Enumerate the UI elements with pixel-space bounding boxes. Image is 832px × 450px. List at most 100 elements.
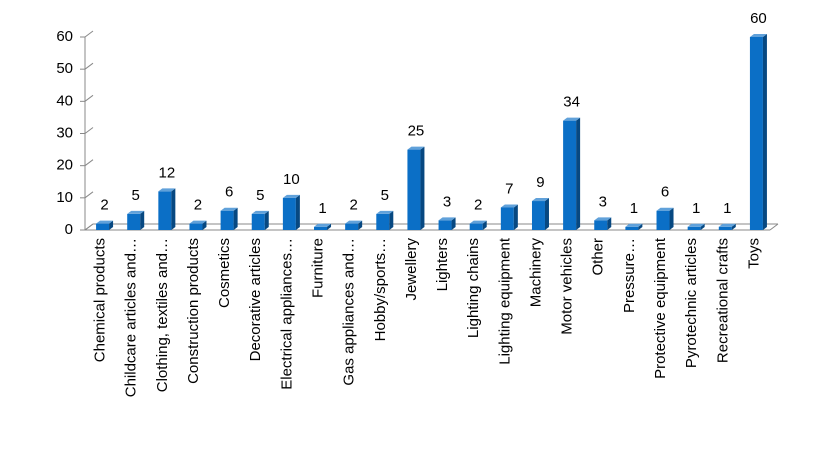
data-label: 12 <box>158 164 175 181</box>
data-label: 25 <box>408 123 425 140</box>
bar-side <box>233 207 238 230</box>
bar-top <box>718 223 736 227</box>
bar-front <box>563 120 577 230</box>
bar-side <box>544 198 549 230</box>
bar-side <box>731 223 736 230</box>
bar-side <box>264 210 269 230</box>
y-tick-label: 30 <box>56 124 73 141</box>
bar <box>407 146 425 230</box>
bar-top <box>127 210 145 214</box>
data-label: 2 <box>474 197 482 214</box>
bar-side <box>140 210 145 230</box>
bar-top <box>251 210 269 214</box>
x-tick-label: Protective equipment <box>652 237 669 379</box>
bar-front <box>625 226 639 230</box>
bar <box>749 34 767 230</box>
bar-side <box>607 217 612 230</box>
y-wall-tick <box>84 223 94 231</box>
bar-top <box>594 217 612 221</box>
bar-side <box>295 194 300 230</box>
bar-top <box>500 204 518 208</box>
x-tick-label: Chemical products <box>92 238 109 362</box>
bar-side <box>109 220 114 230</box>
x-tick-label: Gas appliances and… <box>341 238 358 386</box>
data-label: 5 <box>132 187 140 204</box>
bar <box>376 210 394 230</box>
x-tick-label: Lighters <box>434 238 451 291</box>
data-label: 5 <box>256 187 264 204</box>
x-tick-label: Pyrotechnic articles <box>683 238 700 368</box>
bar-side <box>171 188 176 230</box>
data-label: 34 <box>563 94 580 111</box>
y-wall-tick <box>84 94 94 102</box>
data-label: 10 <box>283 171 300 188</box>
data-label: 9 <box>536 174 544 191</box>
x-tick-label: Construction products <box>185 238 202 384</box>
bar-front <box>376 213 390 230</box>
bar-side <box>700 223 705 230</box>
bar-front <box>345 223 359 230</box>
bar-top <box>438 217 456 221</box>
bar-front <box>220 210 234 230</box>
bar-top <box>376 210 394 214</box>
y-tick-label: 50 <box>56 60 73 77</box>
y-wall-tick <box>84 191 94 199</box>
bar <box>718 223 736 230</box>
x-tick-label: Hobby/sports… <box>372 238 389 341</box>
y-tick-label: 20 <box>56 157 73 174</box>
bar-front <box>469 223 483 230</box>
bar <box>127 210 145 230</box>
bar <box>625 223 643 230</box>
data-label: 2 <box>100 197 108 214</box>
bar <box>563 117 581 230</box>
bar-top <box>687 223 705 227</box>
bar-front <box>749 37 763 230</box>
floor-edge <box>769 223 779 231</box>
data-label: 3 <box>599 193 607 210</box>
x-tick-label: Other <box>590 238 607 276</box>
bar-top <box>345 220 363 224</box>
bar-front <box>656 210 670 230</box>
bar-front <box>189 223 203 230</box>
bar-side <box>762 34 767 230</box>
bar <box>96 220 114 230</box>
bar-front <box>96 223 110 230</box>
bar-top <box>563 117 581 121</box>
data-label: 2 <box>349 197 357 214</box>
x-tick-label: Recreational crafts <box>714 238 731 363</box>
data-label: 1 <box>318 200 326 217</box>
bar <box>314 223 332 230</box>
bar-top <box>189 220 207 224</box>
bar <box>594 217 612 230</box>
bar-top <box>96 220 114 224</box>
x-tick-label: Jewellery <box>403 238 420 301</box>
x-tick-label: Decorative articles <box>247 238 264 361</box>
bar <box>189 220 207 230</box>
bar-side <box>513 204 518 230</box>
y-wall-tick <box>84 127 94 134</box>
bar <box>282 194 300 230</box>
y-tick-label: 40 <box>56 92 73 109</box>
data-label: 60 <box>750 10 767 27</box>
y-tick-label: 0 <box>65 221 73 238</box>
x-tick-label: Clothing, textiles and… <box>154 238 171 392</box>
bar-top <box>158 188 176 192</box>
bar-front <box>500 207 514 230</box>
bar-top <box>656 207 674 211</box>
bar-top <box>531 198 549 202</box>
y-wall-tick <box>84 30 94 38</box>
bar-side <box>389 210 394 230</box>
bar <box>656 207 674 230</box>
data-label: 1 <box>692 200 700 217</box>
bar-front <box>282 197 296 230</box>
bar-front <box>251 213 265 230</box>
bar-top <box>314 223 332 227</box>
x-tick-label: Childcare articles and… <box>123 238 140 397</box>
data-label: 6 <box>225 184 233 201</box>
x-tick-label: Electrical appliances… <box>278 238 295 390</box>
bar <box>500 204 518 230</box>
bar-side <box>576 117 581 230</box>
x-tick-label: Furniture <box>309 238 326 298</box>
bar <box>251 210 269 230</box>
